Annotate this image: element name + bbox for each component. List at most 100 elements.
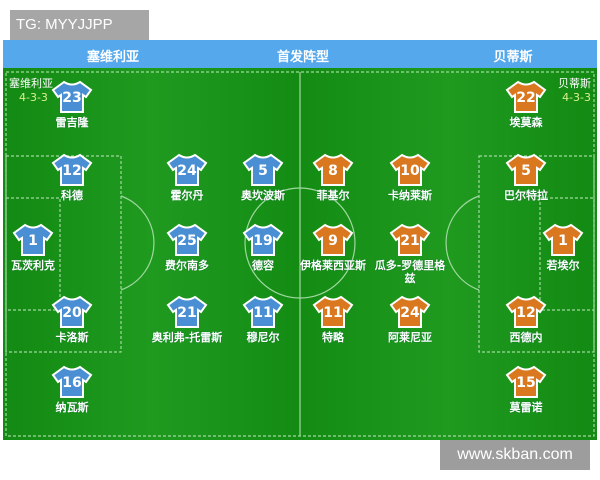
jersey-number: 11: [253, 305, 272, 321]
jersey-number: 16: [62, 375, 81, 391]
pitch: 塞维利亚 4-3-3 贝蒂斯 4-3-3 23 雷吉隆 12 科德 1 瓦茨利克…: [3, 68, 597, 440]
jersey-number: 9: [328, 233, 338, 249]
player-name: 巴尔特拉: [504, 189, 548, 202]
pitch-markings: [5, 71, 595, 437]
home-player[interactable]: 24 霍尔丹: [147, 153, 227, 202]
jersey-icon: 23: [51, 80, 93, 113]
jersey-number: 1: [28, 233, 38, 249]
away-player[interactable]: 5 巴尔特拉: [486, 153, 566, 202]
player-name: 伊格莱西亚斯: [300, 259, 366, 272]
away-formation: 4-3-3: [562, 91, 591, 104]
jersey-number: 20: [62, 305, 82, 321]
jersey-icon: 20: [51, 295, 93, 328]
away-player[interactable]: 22 埃莫森: [486, 80, 566, 129]
jersey-number: 15: [516, 375, 535, 391]
home-player[interactable]: 23 雷吉隆: [32, 80, 112, 129]
away-team-label: 贝蒂斯 4-3-3: [558, 77, 591, 105]
jersey-icon: 24: [166, 153, 208, 186]
player-name: 费尔南多: [165, 259, 209, 272]
home-team-name: 塞维利亚: [9, 77, 53, 90]
jersey-icon: 15: [505, 365, 547, 398]
home-player[interactable]: 21 奥利弗-托雷斯: [147, 295, 227, 344]
player-name: 特略: [322, 331, 344, 344]
jersey-number: 8: [328, 163, 338, 179]
home-player[interactable]: 19 德容: [223, 223, 303, 272]
away-player[interactable]: 9 伊格莱西亚斯: [293, 223, 373, 272]
away-player[interactable]: 10 卡纳莱斯: [370, 153, 450, 202]
jersey-icon: 12: [505, 295, 547, 328]
jersey-icon: 22: [505, 80, 547, 113]
jersey-icon: 16: [51, 365, 93, 398]
jersey-icon: 25: [166, 223, 208, 256]
player-name: 德容: [252, 259, 274, 272]
jersey-number: 12: [516, 305, 535, 321]
jersey-number: 21: [400, 233, 419, 249]
home-player[interactable]: 25 费尔南多: [147, 223, 227, 272]
home-player[interactable]: 16 纳瓦斯: [32, 365, 112, 414]
away-player[interactable]: 12 西德内: [486, 295, 566, 344]
player-name: 菲基尔: [316, 189, 350, 202]
lineup-header: 塞维利亚 首发阵型 贝蒂斯: [3, 40, 597, 68]
away-player[interactable]: 8 菲基尔: [293, 153, 373, 202]
jersey-number: 5: [521, 163, 531, 179]
away-player[interactable]: 21 瓜多-罗德里格兹: [370, 223, 450, 285]
jersey-number: 12: [62, 163, 81, 179]
player-name: 穆尼尔: [246, 331, 280, 344]
home-team-title: 塞维利亚: [86, 50, 140, 65]
jersey-icon: 9: [312, 223, 354, 256]
jersey-icon: 12: [51, 153, 93, 186]
away-team-title: 贝蒂斯: [493, 50, 533, 65]
away-player[interactable]: 15 莫雷诺: [486, 365, 566, 414]
player-name: 纳瓦斯: [55, 401, 89, 414]
away-player[interactable]: 1 若埃尔: [523, 223, 600, 272]
jersey-icon: 24: [389, 295, 431, 328]
jersey-number: 24: [400, 305, 420, 321]
jersey-number: 1: [558, 233, 568, 249]
player-name: 雷吉隆: [55, 116, 89, 129]
player-name: 霍尔丹: [170, 189, 204, 202]
jersey-number: 10: [400, 163, 420, 179]
jersey-icon: 5: [505, 153, 547, 186]
home-team-label: 塞维利亚 4-3-3: [9, 77, 53, 105]
away-player[interactable]: 11 特略: [293, 295, 373, 344]
jersey-number: 11: [323, 305, 342, 321]
lineup-title: 首发阵型: [276, 50, 330, 65]
watermark-bottom: www.skban.com: [440, 440, 590, 470]
jersey-number: 24: [177, 163, 197, 179]
jersey-icon: 8: [312, 153, 354, 186]
player-name: 瓦茨利克: [11, 259, 55, 272]
player-name: 阿莱尼亚: [388, 331, 432, 344]
player-name: 莫雷诺: [509, 401, 543, 414]
home-formation: 4-3-3: [19, 91, 48, 104]
player-name: 埃莫森: [509, 116, 543, 129]
away-team-name: 贝蒂斯: [558, 77, 591, 90]
jersey-icon: 10: [389, 153, 431, 186]
jersey-icon: 11: [242, 295, 284, 328]
jersey-number: 23: [62, 90, 81, 106]
jersey-icon: 1: [542, 223, 584, 256]
home-player[interactable]: 5 奥坎波斯: [223, 153, 303, 202]
jersey-number: 22: [516, 90, 535, 106]
jersey-icon: 11: [312, 295, 354, 328]
player-name: 若埃尔: [546, 259, 580, 272]
home-player[interactable]: 12 科德: [32, 153, 112, 202]
jersey-icon: 5: [242, 153, 284, 186]
jersey-icon: 1: [12, 223, 54, 256]
jersey-icon: 19: [242, 223, 284, 256]
player-name: 瓜多-罗德里格兹: [374, 259, 446, 285]
player-name: 卡洛斯: [55, 331, 89, 344]
jersey-number: 25: [177, 233, 196, 249]
home-player[interactable]: 20 卡洛斯: [32, 295, 112, 344]
home-player[interactable]: 11 穆尼尔: [223, 295, 303, 344]
away-player[interactable]: 24 阿莱尼亚: [370, 295, 450, 344]
jersey-icon: 21: [389, 223, 431, 256]
player-name: 奥坎波斯: [241, 189, 285, 202]
jersey-number: 5: [258, 163, 268, 179]
jersey-icon: 21: [166, 295, 208, 328]
jersey-number: 21: [177, 305, 196, 321]
player-name: 奥利弗-托雷斯: [151, 331, 223, 344]
player-name: 西德内: [509, 331, 543, 344]
player-name: 卡纳莱斯: [388, 189, 432, 202]
player-name: 科德: [61, 189, 83, 202]
home-player[interactable]: 1 瓦茨利克: [0, 223, 73, 272]
